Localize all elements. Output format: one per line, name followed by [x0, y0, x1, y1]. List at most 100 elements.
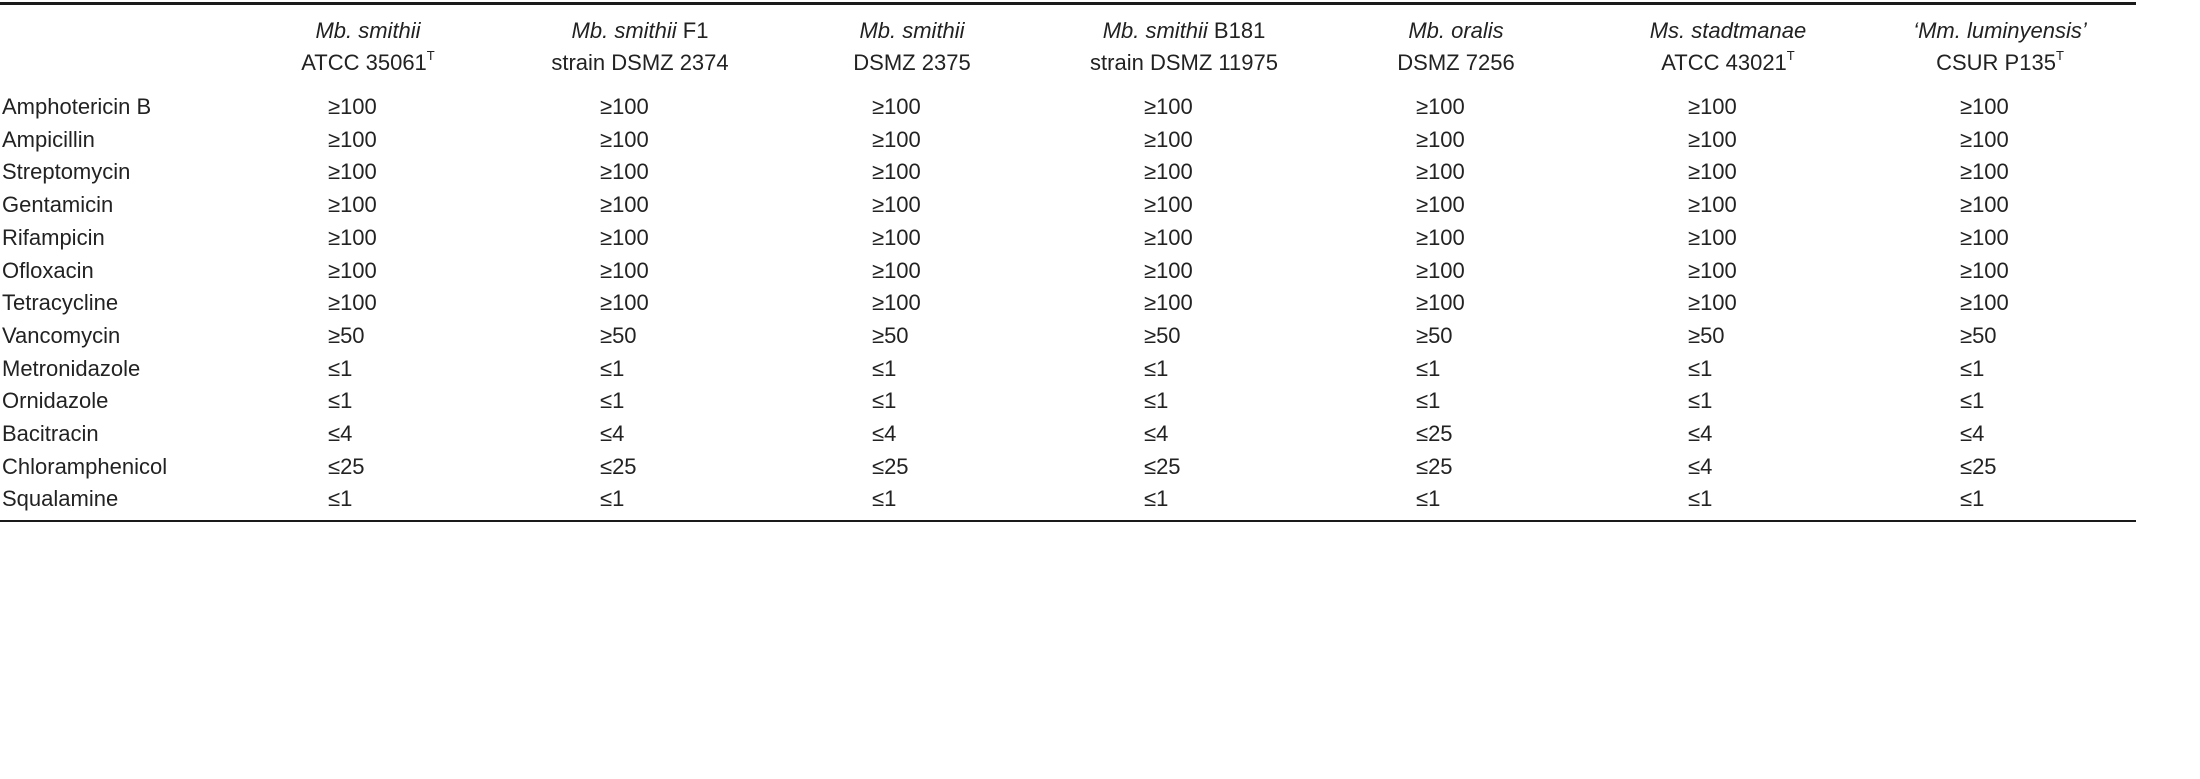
table-cell: ≤25: [1416, 453, 1453, 479]
table-cell: ≥50: [872, 322, 909, 348]
type-strain-mark: T: [2055, 48, 2064, 63]
table-cell: ≤1: [1688, 355, 1713, 381]
column-header: ‘Mm. luminyensis’ CSUR P135T: [1864, 4, 2136, 92]
table-cell: ≤1: [1144, 355, 1169, 381]
table-cell: ≥100: [1688, 94, 1737, 119]
strain-id: strain DSMZ 2374: [551, 50, 729, 75]
table-cell: ≤4: [1960, 421, 1985, 447]
table-row: Ornidazole ≤1 ≤1 ≤1 ≤1 ≤1 ≤1 ≤1: [0, 385, 2136, 418]
row-label: Ampicillin: [2, 126, 95, 152]
table-cell: ≥100: [1416, 159, 1465, 185]
table-cell: ≥100: [1960, 290, 2009, 316]
table-cell: ≤1: [600, 486, 625, 512]
table-cell: ≥100: [600, 257, 649, 283]
column-header-line2: ATCC 43021T: [1598, 47, 1858, 79]
table-cell: ≥100: [872, 126, 921, 152]
table-cell: ≤1: [1688, 388, 1713, 414]
species-name: Mb. oralis: [1408, 18, 1504, 43]
mic-table: Mb. smithii ATCC 35061T Mb. smithii F1 stra…: [0, 2, 2136, 523]
row-label: Tetracycline: [2, 290, 119, 316]
table-cell: ≥100: [1960, 159, 2009, 185]
table-cell: ≤1: [600, 388, 625, 414]
strain-suffix: F1: [676, 18, 709, 43]
table-cell: ≥100: [1144, 192, 1193, 218]
table-cell: ≤1: [600, 355, 625, 381]
table-cell: ≥100: [600, 159, 649, 185]
table-cell: ≤4: [1688, 453, 1713, 479]
table-cell: ≥100: [1144, 257, 1193, 283]
table-cell: ≤4: [1688, 421, 1713, 447]
table-body: Amphotericin B ≥100 ≥100 ≥100 ≥100 ≥100 ≥100 ≥1…: [0, 91, 2136, 521]
table-cell: ≤1: [1960, 355, 1985, 381]
table-cell: ≤1: [872, 355, 897, 381]
column-header-line1: Mb. smithii: [782, 15, 1042, 47]
table-cell: ≥100: [1960, 126, 2009, 152]
column-header-line1: Mb. smithii: [238, 15, 498, 47]
table-cell: ≤1: [1144, 486, 1169, 512]
row-label: Streptomycin: [2, 159, 131, 185]
strain-id: DSMZ 2375: [853, 50, 971, 75]
table-cell: ≤25: [1144, 453, 1181, 479]
row-label: Metronidazole: [2, 355, 141, 381]
table-cell: ≥100: [872, 159, 921, 185]
table-cell: ≥100: [1688, 192, 1737, 218]
table-cell: ≤1: [328, 355, 353, 381]
table-cell: ≥100: [1144, 159, 1193, 185]
table-cell: ≤1: [1416, 355, 1441, 381]
row-label: Ornidazole: [2, 388, 109, 414]
table-cell: ≥100: [328, 126, 377, 152]
table-cell: ≥100: [600, 224, 649, 250]
table-row: Streptomycin ≥100 ≥100 ≥100 ≥100 ≥100 ≥100 ≥100: [0, 156, 2136, 189]
row-label: Amphotericin B: [2, 94, 152, 119]
strain-id: DSMZ 7256: [1397, 50, 1515, 75]
table-cell: ≥100: [328, 290, 377, 316]
table-row: Ampicillin ≥100 ≥100 ≥100 ≥100 ≥100 ≥100 ≥100: [0, 124, 2136, 157]
table-row: Bacitracin ≤4 ≤4 ≤4 ≤4 ≤25 ≤4 ≤4: [0, 418, 2136, 451]
table-row: Amphotericin B ≥100 ≥100 ≥100 ≥100 ≥100 ≥100 ≥1…: [0, 91, 2136, 124]
column-header-line2: DSMZ 7256: [1326, 47, 1586, 79]
table-cell: ≤1: [1688, 486, 1713, 512]
table-cell: ≤1: [1416, 388, 1441, 414]
table-cell: ≥50: [1688, 322, 1725, 348]
table-cell: ≥100: [872, 224, 921, 250]
row-label-header: [0, 4, 232, 92]
table-cell: ≥50: [1416, 322, 1453, 348]
table-cell: ≥100: [1688, 224, 1737, 250]
table-cell: ≥100: [1688, 159, 1737, 185]
table-cell: ≤25: [600, 453, 637, 479]
table-cell: ≥100: [1416, 257, 1465, 283]
column-header: Mb. smithii F1 strain DSMZ 2374: [504, 4, 776, 92]
table-row: Squalamine ≤1 ≤1 ≤1 ≤1 ≤1 ≤1 ≤1: [0, 483, 2136, 521]
table-cell: ≥50: [1960, 322, 1997, 348]
table-cell: ≥100: [328, 257, 377, 283]
table-cell: ≥50: [600, 322, 637, 348]
table-cell: ≤1: [872, 486, 897, 512]
table-cell: ≤1: [1960, 388, 1985, 414]
table-cell: ≥100: [1144, 290, 1193, 316]
table-cell: ≥100: [1144, 94, 1193, 119]
type-strain-mark: T: [426, 48, 435, 63]
table-row: Metronidazole ≤1 ≤1 ≤1 ≤1 ≤1 ≤1 ≤1: [0, 353, 2136, 386]
column-header-line1: Mb. smithii F1: [510, 15, 770, 47]
column-header-line2: ATCC 35061T: [238, 47, 498, 79]
table-row: Tetracycline ≥100 ≥100 ≥100 ≥100 ≥100 ≥100 ≥100: [0, 287, 2136, 320]
column-header-line2: strain DSMZ 11975: [1054, 47, 1314, 79]
species-name: Ms. stadtmanae: [1649, 18, 1807, 43]
column-header: Mb. oralis DSMZ 7256: [1320, 4, 1592, 92]
strain-id: ATCC 35061: [301, 50, 427, 75]
table-cell: ≥100: [600, 126, 649, 152]
row-label: Chloramphenicol: [2, 453, 168, 479]
column-header: Mb. smithii B181 strain DSMZ 11975: [1048, 4, 1320, 92]
table-cell: ≤4: [600, 421, 625, 447]
table-row: Vancomycin ≥50 ≥50 ≥50 ≥50 ≥50 ≥50 ≥50: [0, 320, 2136, 353]
row-label: Rifampicin: [2, 224, 105, 250]
table-cell: ≤25: [328, 453, 365, 479]
row-label: Vancomycin: [2, 322, 121, 348]
table-cell: ≥100: [328, 94, 377, 119]
table-cell: ≤25: [872, 453, 909, 479]
table-cell: ≤4: [872, 421, 897, 447]
table-cell: ≥100: [1144, 224, 1193, 250]
column-header-line1: ‘Mm. luminyensis’: [1870, 15, 2130, 47]
table-row: Gentamicin ≥100 ≥100 ≥100 ≥100 ≥100 ≥100 ≥100: [0, 189, 2136, 222]
column-header-line2: CSUR P135T: [1870, 47, 2130, 79]
